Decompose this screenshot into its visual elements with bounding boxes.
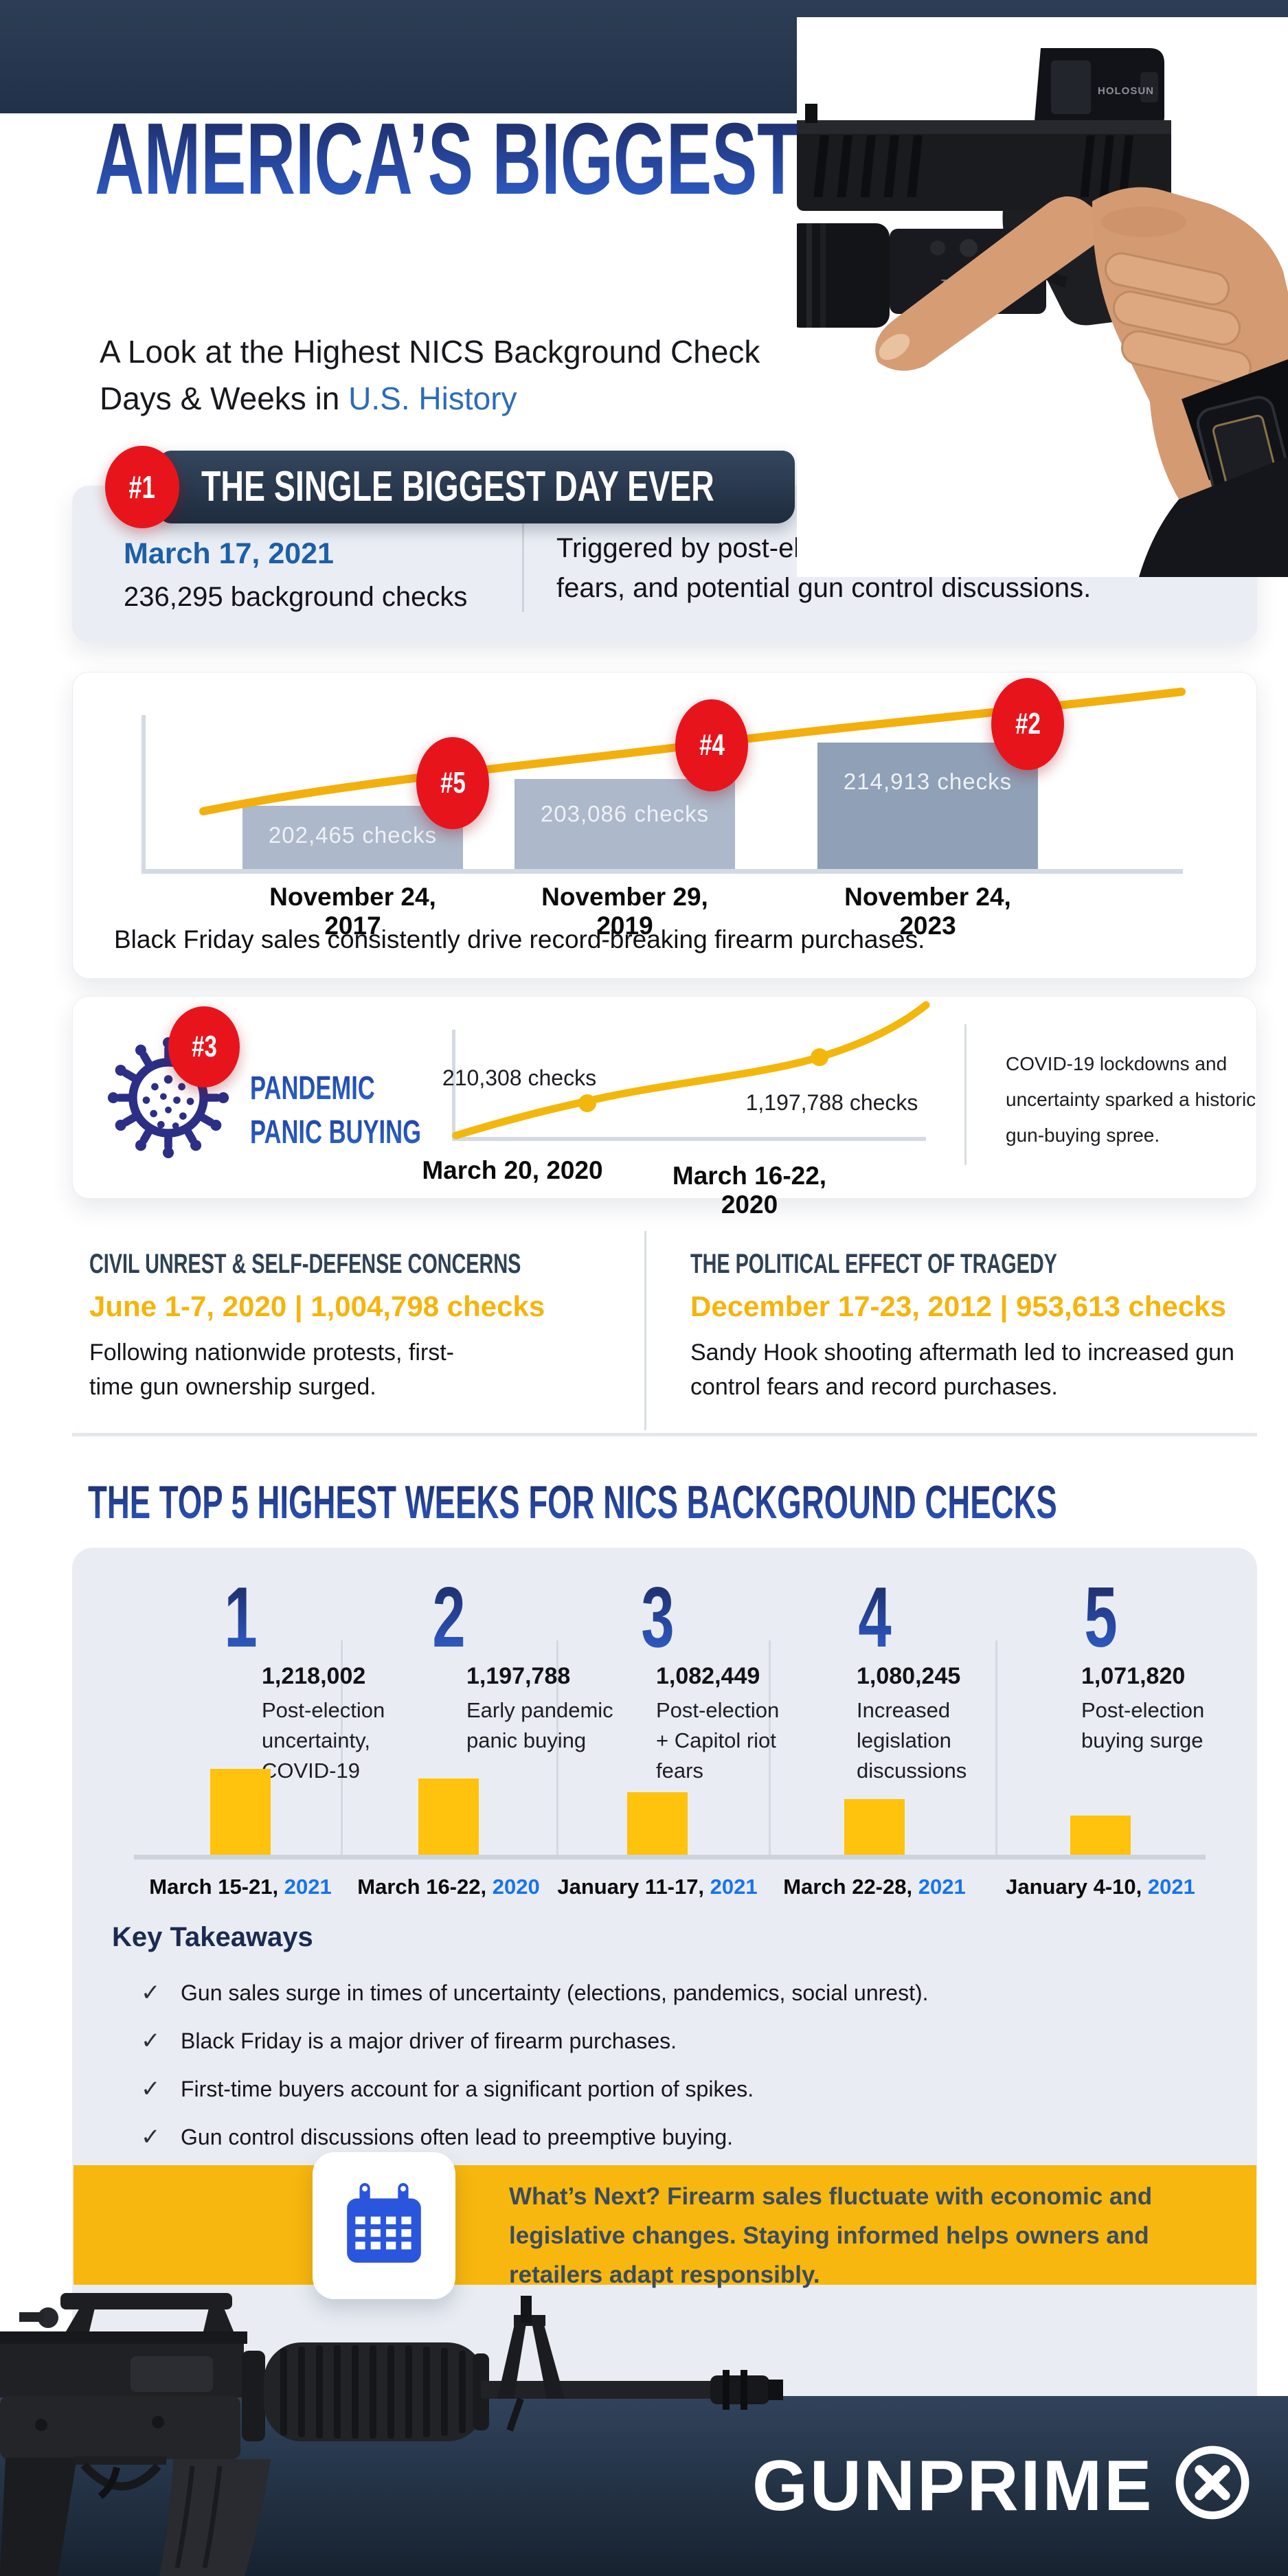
top5-date-2: March 16-22, 2020 [357, 1875, 540, 1899]
top5-bar-3 [627, 1792, 688, 1855]
civil-unrest-heading: CIVIL UNREST & SELF-DEFENSE CONCERNS [89, 1249, 521, 1279]
check-icon-2: ✓ [141, 2028, 161, 2054]
black-friday-card: 202,465 checks 203,086 checks 214,913 ch… [72, 672, 1257, 979]
check-icon-3: ✓ [141, 2076, 161, 2102]
rank-badge-4: #4 [675, 699, 748, 791]
top5-rank-5: 5 [1083, 1570, 1118, 1665]
subtitle: A Look at the Highest NICS Background Ch… [100, 328, 760, 422]
pandemic-point1-date: March 20, 2020 [422, 1156, 603, 1184]
subtitle-line2: Days & Weeks in U.S. History [100, 375, 760, 422]
section-rule [72, 1433, 1257, 1436]
pandemic-point2-date: March 16-22, 2020 [672, 1162, 827, 1219]
brand-wordmark: GUNPRIME [752, 2446, 1154, 2526]
tragedy-body: Sandy Hook shooting aftermath led to inc… [690, 1340, 1234, 1400]
brand-logo-icon [1175, 2445, 1250, 2520]
rifle-illustration [0, 2293, 783, 2576]
pandemic-card: #3 PANDEMIC PANIC BUYING 210,308 checks … [72, 996, 1257, 1219]
takeaway-1: Gun sales surge in times of uncertainty … [181, 1980, 929, 2005]
subtitle-line2-prefix: Days & Weeks in [100, 381, 349, 416]
civil-unrest-body: Following nationwide protests, first- ti… [89, 1340, 455, 1400]
tragedy-stat: December 17-23, 2012 | 953,613 checks [690, 1290, 1226, 1322]
calendar-icon [347, 2183, 421, 2263]
single-day-stat: 236,295 background checks [124, 582, 468, 612]
bf-date-2019: November 29, 2019 [541, 883, 708, 940]
top5-date-5: January 4-10, 2021 [1006, 1875, 1195, 1899]
top5-date-3: January 11-17, 2021 [557, 1875, 758, 1899]
top5-col-3: 1,082,449 Post-election + Capitol riot f… [656, 1663, 780, 1783]
rank-badge-5: #5 [416, 737, 489, 829]
pandemic-divider [964, 1024, 967, 1165]
takeaway-4: Gun control discussions often lead to pr… [181, 2125, 734, 2149]
pandemic-description: COVID-19 lockdowns and uncertainty spark… [1006, 1053, 1256, 1146]
takeaways-heading: Key Takeaways [112, 1922, 313, 1952]
pandemic-heading: PANDEMIC PANIC BUYING [250, 1067, 488, 1155]
top5-rank-3: 3 [640, 1570, 675, 1665]
top5-col-2: 1,197,788 Early pandemic panic buying [466, 1663, 613, 1752]
calendar-card [313, 2152, 455, 2299]
bf-bar-2017: 202,465 checks [242, 806, 463, 869]
bf-date-2017: November 24, 2017 [269, 883, 436, 940]
takeaway-3: First-time buyers account for a signific… [181, 2077, 754, 2101]
pandemic-chart-x-axis [452, 1137, 926, 1141]
page-title-line1: AMERICA’S BIGGEST [95, 109, 1146, 210]
top5-col-divider-1 [341, 1640, 343, 1857]
single-day-banner-text: THE SINGLE BIGGEST DAY EVER [201, 463, 714, 510]
top5-title: THE TOP 5 HIGHEST WEEKS FOR NICS BACKGRO… [88, 1476, 1057, 1528]
top5-bar-5 [1070, 1816, 1131, 1855]
tragedy-heading: THE POLITICAL EFFECT OF TRAGEDY [690, 1249, 1057, 1279]
bf-caption: Black Friday sales consistently drive re… [114, 925, 925, 953]
page-title-line2: GUN-BUYING SURGES [98, 203, 1241, 308]
title-line2-text: GUN-BUYING SURGES [98, 197, 863, 314]
top5-col-4: 1,080,245 Increased legislation discussi… [857, 1663, 967, 1783]
check-icon-1: ✓ [141, 1980, 161, 2006]
top5-col-divider-4 [995, 1640, 997, 1857]
bf-bar-2019: 203,086 checks [515, 779, 735, 869]
top5-bar-1 [210, 1769, 271, 1855]
two-col-divider [644, 1231, 646, 1430]
top5-col-1: 1,218,002 Post-election uncertainty, COV… [262, 1663, 385, 1783]
bf-bar-2023: 214,913 checks [817, 743, 1038, 869]
pandemic-point1-label: 210,308 checks [442, 1065, 597, 1090]
single-day-date: March 17, 2021 [124, 537, 334, 570]
top5-card: 1 2 3 4 5 1,218,002 Post-election uncert… [72, 1548, 1257, 2396]
pandemic-curve [452, 1001, 930, 1140]
whats-next-band [74, 2165, 1256, 2285]
rank-badge-3: #3 [168, 1006, 240, 1087]
single-day-banner: THE SINGLE BIGGEST DAY EVER [159, 451, 795, 523]
hero-pistol-photo: HOLOSUN TLR-1 HL [787, 17, 1288, 577]
pandemic-point2-label: 1,197,788 checks [745, 1090, 918, 1115]
bf-y-axis [142, 715, 146, 870]
bf-date-2023: November 24, 2023 [844, 883, 1011, 940]
top5-col-5: 1,071,820 Post-election buying surge [1081, 1663, 1205, 1752]
top5-rank-1: 1 [223, 1570, 258, 1665]
top5-col-divider-2 [556, 1640, 558, 1857]
subtitle-line1: A Look at the Highest NICS Background Ch… [100, 334, 760, 370]
whats-next-text: What’s Next? Firearm sales fluctuate wit… [509, 2183, 1153, 2288]
top5-rank-2: 2 [431, 1570, 466, 1665]
rank-badge-2: #2 [991, 678, 1064, 770]
subtitle-line2-highlight: U.S. History [348, 381, 517, 416]
sight-brand-label: HOLOSUN [1098, 85, 1154, 97]
bf-trend-curve [199, 688, 1186, 815]
single-day-divider [522, 519, 524, 612]
top5-baseline [134, 1855, 1206, 1860]
top5-col-divider-3 [769, 1640, 771, 1857]
rank-badge-1: #1 [105, 446, 179, 528]
check-icon-4: ✓ [141, 2124, 161, 2150]
rank-badge-1-text: #1 [128, 469, 156, 505]
takeaway-2: Black Friday is a major driver of firear… [181, 2029, 677, 2053]
title-line1-text: AMERICA’S BIGGEST [95, 102, 799, 216]
pistol-illustration: HOLOSUN TLR-1 HL [787, 48, 1288, 577]
pandemic-chart-y-axis [452, 1030, 455, 1138]
top5-rank-4: 4 [857, 1570, 892, 1665]
top5-bar-2 [418, 1778, 479, 1855]
top5-date-1: March 15-21, 2021 [149, 1875, 332, 1899]
bf-x-axis [142, 869, 1183, 874]
civil-unrest-stat: June 1-7, 2020 | 1,004,798 checks [89, 1290, 545, 1322]
top5-bar-4 [844, 1799, 905, 1855]
top5-date-4: March 22-28, 2021 [783, 1875, 966, 1899]
virus-icon [107, 1037, 229, 1159]
